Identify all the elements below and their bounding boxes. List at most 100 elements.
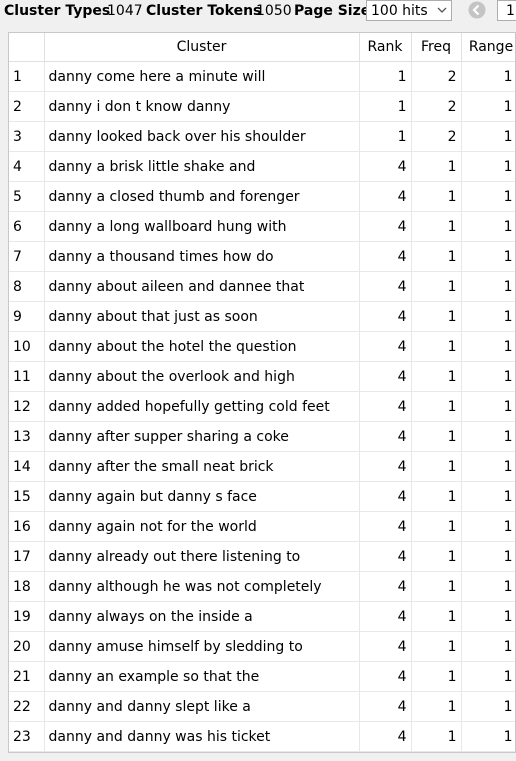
rank-cell[interactable]: 1 <box>359 121 412 152</box>
freq-cell[interactable]: 1 <box>411 481 462 512</box>
range-cell[interactable]: 1 <box>461 61 515 92</box>
table-row[interactable]: 12 danny added hopefully getting cold fee… <box>9 391 515 422</box>
table-row[interactable]: 2 danny i don t know danny 1 2 1 <box>9 91 515 122</box>
table-row[interactable]: 16 danny again not for the world 4 1 1 <box>9 511 515 542</box>
row-index[interactable]: 18 <box>9 571 45 602</box>
row-index[interactable]: 3 <box>9 121 45 152</box>
range-cell[interactable]: 1 <box>461 181 515 212</box>
table-row[interactable]: 13 danny after supper sharing a coke 4 1 1 <box>9 421 515 452</box>
table-row[interactable]: 23 danny and danny was his ticket 4 1 1 <box>9 721 515 752</box>
row-index[interactable]: 20 <box>9 631 45 662</box>
range-cell[interactable]: 1 <box>461 301 515 332</box>
rank-cell[interactable]: 4 <box>359 301 412 332</box>
cluster-cell[interactable]: danny looked back over his shoulder <box>44 121 360 152</box>
cluster-cell[interactable]: danny and danny slept like a <box>44 691 360 722</box>
freq-cell[interactable]: 1 <box>411 511 462 542</box>
row-index[interactable]: 8 <box>9 271 45 302</box>
table-row[interactable]: 1 danny come here a minute will 1 2 1 <box>9 61 515 92</box>
rank-cell[interactable]: 4 <box>359 541 412 572</box>
row-index[interactable]: 14 <box>9 451 45 482</box>
rank-cell[interactable]: 4 <box>359 481 412 512</box>
row-index[interactable]: 23 <box>9 721 45 752</box>
range-cell[interactable]: 1 <box>461 691 515 722</box>
table-row[interactable]: 9 danny about that just as soon 4 1 1 <box>9 301 515 332</box>
rank-cell[interactable]: 4 <box>359 451 412 482</box>
table-row[interactable]: 20 danny amuse himself by sledding to 4 1 1 <box>9 631 515 662</box>
rank-cell[interactable]: 4 <box>359 151 412 182</box>
rank-cell[interactable]: 4 <box>359 421 412 452</box>
freq-cell[interactable]: 1 <box>411 301 462 332</box>
row-index[interactable]: 11 <box>9 361 45 392</box>
cluster-cell[interactable]: danny a brisk little shake and <box>44 151 360 182</box>
table-row[interactable]: 15 danny again but danny s face 4 1 1 <box>9 481 515 512</box>
cluster-cell[interactable]: danny already out there listening to <box>44 541 360 572</box>
table-row[interactable]: 3 danny looked back over his shoulder 1 2 1 <box>9 121 515 152</box>
cluster-cell[interactable]: danny an example so that the <box>44 661 360 692</box>
cluster-cell[interactable]: danny amuse himself by sledding to <box>44 631 360 662</box>
freq-cell[interactable]: 1 <box>411 721 462 752</box>
table-row[interactable]: 7 danny a thousand times how do 4 1 1 <box>9 241 515 272</box>
freq-cell[interactable]: 1 <box>411 631 462 662</box>
range-cell[interactable]: 1 <box>461 451 515 482</box>
range-cell[interactable]: 1 <box>461 271 515 302</box>
row-index[interactable]: 1 <box>9 61 45 92</box>
rank-cell[interactable]: 4 <box>359 211 412 242</box>
row-index[interactable]: 17 <box>9 541 45 572</box>
range-cell[interactable]: 1 <box>461 631 515 662</box>
column-header-range[interactable]: Range <box>461 33 515 62</box>
range-cell[interactable]: 1 <box>461 391 515 422</box>
range-cell[interactable]: 1 <box>461 661 515 692</box>
freq-cell[interactable]: 1 <box>411 361 462 392</box>
rank-cell[interactable]: 4 <box>359 511 412 542</box>
freq-cell[interactable]: 1 <box>411 241 462 272</box>
range-cell[interactable]: 1 <box>461 511 515 542</box>
table-row[interactable]: 10 danny about the hotel the question 4 1 1 <box>9 331 515 362</box>
cluster-cell[interactable]: danny i don t know danny <box>44 91 360 122</box>
column-header-cluster[interactable]: Cluster <box>44 33 360 62</box>
row-index[interactable]: 22 <box>9 691 45 722</box>
rank-cell[interactable]: 4 <box>359 691 412 722</box>
range-cell[interactable]: 1 <box>461 721 515 752</box>
freq-cell[interactable]: 2 <box>411 61 462 92</box>
cluster-cell[interactable]: danny always on the inside a <box>44 601 360 632</box>
row-index[interactable]: 4 <box>9 151 45 182</box>
rank-cell[interactable]: 4 <box>359 601 412 632</box>
range-cell[interactable]: 1 <box>461 421 515 452</box>
table-row[interactable]: 18 danny although he was not completely 4 1… <box>9 571 515 602</box>
freq-cell[interactable]: 1 <box>411 211 462 242</box>
rank-cell[interactable]: 4 <box>359 181 412 212</box>
row-index[interactable]: 5 <box>9 181 45 212</box>
rank-cell[interactable]: 4 <box>359 721 412 752</box>
cluster-cell[interactable]: danny a thousand times how do <box>44 241 360 272</box>
row-index[interactable]: 16 <box>9 511 45 542</box>
column-header-rank[interactable]: Rank <box>359 33 412 62</box>
cluster-cell[interactable]: danny again not for the world <box>44 511 360 542</box>
cluster-cell[interactable]: danny a long wallboard hung with <box>44 211 360 242</box>
cluster-cell[interactable]: danny about that just as soon <box>44 301 360 332</box>
rank-cell[interactable]: 4 <box>359 391 412 422</box>
freq-cell[interactable]: 1 <box>411 691 462 722</box>
freq-cell[interactable]: 1 <box>411 151 462 182</box>
row-index[interactable]: 21 <box>9 661 45 692</box>
rank-cell[interactable]: 4 <box>359 661 412 692</box>
rank-cell[interactable]: 4 <box>359 631 412 662</box>
range-cell[interactable]: 1 <box>461 541 515 572</box>
freq-cell[interactable]: 2 <box>411 91 462 122</box>
table-row[interactable]: 11 danny about the overlook and high 4 1 1 <box>9 361 515 392</box>
page-size-select[interactable]: 100 hits <box>366 0 452 21</box>
rank-cell[interactable]: 1 <box>359 91 412 122</box>
freq-cell[interactable]: 1 <box>411 541 462 572</box>
table-row[interactable]: 5 danny a closed thumb and forenger 4 1 1 <box>9 181 515 212</box>
freq-cell[interactable]: 1 <box>411 331 462 362</box>
cluster-cell[interactable]: danny although he was not completely <box>44 571 360 602</box>
freq-cell[interactable]: 1 <box>411 271 462 302</box>
range-cell[interactable]: 1 <box>461 121 515 152</box>
freq-cell[interactable]: 1 <box>411 181 462 212</box>
freq-cell[interactable]: 1 <box>411 391 462 422</box>
range-cell[interactable]: 1 <box>461 91 515 122</box>
cluster-cell[interactable]: danny added hopefully getting cold feet <box>44 391 360 422</box>
freq-cell[interactable]: 1 <box>411 451 462 482</box>
cluster-cell[interactable]: danny again but danny s face <box>44 481 360 512</box>
cluster-cell[interactable]: danny after supper sharing a coke <box>44 421 360 452</box>
